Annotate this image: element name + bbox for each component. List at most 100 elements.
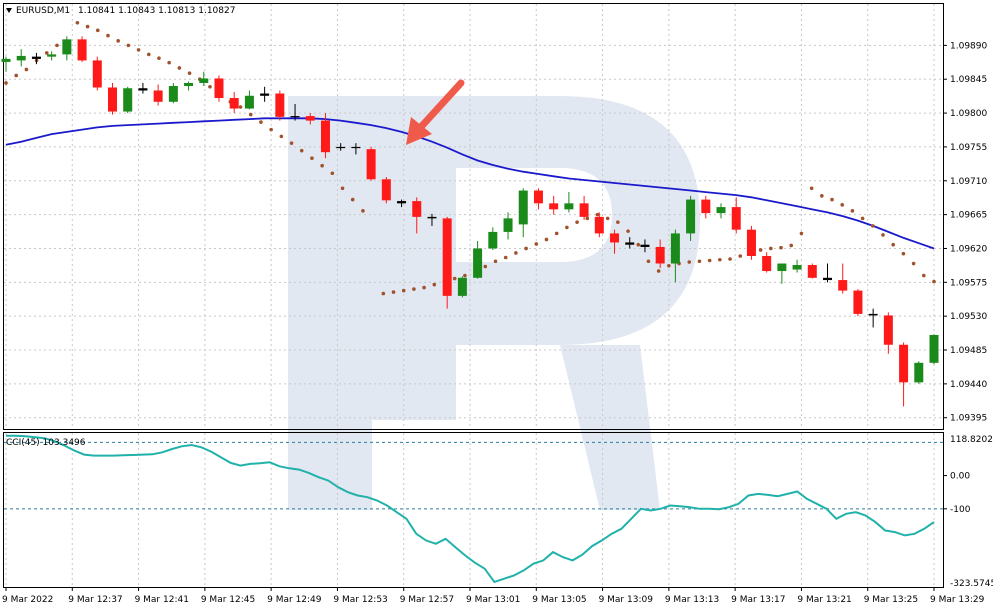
- sar-dot: [289, 141, 294, 145]
- time-tick-label: 9 Mar 12:57: [400, 595, 454, 605]
- price-tick-label: 1.09575: [950, 278, 987, 288]
- sar-dot: [44, 51, 49, 55]
- candle-body: [62, 39, 72, 55]
- sar-dot: [595, 212, 600, 217]
- time-tick-label: 9 Mar 13:25: [864, 595, 918, 605]
- candle-body: [184, 82, 194, 86]
- sar-dot: [544, 237, 549, 242]
- candle-body: [488, 231, 498, 249]
- time-tick-label: 9 Mar 13:01: [466, 595, 520, 605]
- candle-body: [412, 201, 422, 217]
- candle-body: [275, 93, 285, 117]
- price-tick-label: 1.09665: [950, 211, 987, 221]
- dropdown-triangle-icon[interactable]: [6, 8, 12, 13]
- sar-dot: [106, 33, 110, 38]
- price-tick-label: 1.09890: [950, 41, 987, 51]
- sar-dot: [524, 246, 528, 251]
- sar-dot: [279, 134, 284, 139]
- sar-dot: [452, 276, 457, 281]
- sar-dot: [585, 216, 590, 221]
- sar-dot: [514, 251, 518, 255]
- time-tick-label: 9 Mar 12:41: [135, 595, 189, 605]
- sar-dot: [636, 242, 641, 247]
- candle-body: [92, 60, 102, 88]
- sar-dot: [850, 209, 855, 213]
- grid: [4, 4, 943, 587]
- sar-dot: [820, 194, 824, 198]
- sar-dot: [136, 48, 141, 52]
- candle-body: [47, 54, 57, 57]
- sar-dot: [575, 220, 579, 224]
- sar-dot: [779, 245, 783, 250]
- cci-line: [4, 434, 943, 584]
- candle-body: [731, 207, 741, 230]
- price-tick-label: 1.09800: [950, 109, 987, 119]
- candle-body: [153, 90, 163, 102]
- price-tick-label: 1.09530: [950, 312, 987, 322]
- candle-body: [199, 78, 209, 83]
- price-tick-label: 1.09395: [950, 414, 987, 424]
- cci-tick-label: -100: [950, 505, 971, 515]
- sar-dot: [248, 112, 253, 117]
- sar-dot: [412, 287, 416, 291]
- candle-body: [868, 313, 878, 316]
- sar-dot: [860, 216, 865, 221]
- sar-dot: [116, 39, 120, 43]
- candle-body: [123, 88, 133, 112]
- candle-body: [701, 199, 711, 214]
- sar-dot: [177, 66, 182, 70]
- indicator-panel-frame: [3, 432, 944, 588]
- sar-dot: [146, 52, 151, 57]
- sar-dot: [422, 285, 426, 290]
- candle-body: [929, 334, 939, 363]
- candle-body: [564, 203, 574, 210]
- sar-dot: [381, 291, 386, 296]
- price-tick-label: 1.09620: [950, 244, 987, 254]
- price-tick-label: 1.09755: [950, 143, 987, 153]
- price-tick-label: 1.09845: [950, 75, 987, 85]
- cci-max-label: 118.8202: [950, 435, 993, 445]
- sar-dot: [789, 243, 794, 248]
- sar-dot: [901, 251, 906, 256]
- sar-dot: [340, 186, 345, 191]
- candle-body: [549, 203, 559, 210]
- sar-dot: [718, 257, 722, 262]
- sar-dot: [483, 264, 488, 269]
- time-tick-label: 9 Mar 12:45: [201, 595, 255, 605]
- sar-dot: [616, 220, 620, 224]
- time-tick-label: 9 Mar 12:37: [68, 595, 122, 605]
- sar-dot: [911, 261, 916, 266]
- candle-body: [883, 315, 893, 345]
- sar-dot: [463, 273, 467, 278]
- sar-dot: [95, 28, 100, 33]
- sar-dot: [626, 229, 630, 233]
- ohlc-values: 1.10841 1.10843 1.10813 1.10827: [78, 6, 235, 16]
- cci-min-label: -323.5745: [950, 579, 993, 589]
- candle-body: [640, 244, 650, 247]
- sar-dot: [4, 81, 8, 85]
- candle-body: [229, 98, 239, 109]
- candle-body: [473, 248, 483, 278]
- candle-body: [31, 56, 41, 59]
- sar-dot: [75, 21, 80, 25]
- candle-body: [107, 87, 117, 112]
- candle-body: [381, 179, 391, 201]
- candle-body: [579, 203, 589, 217]
- candle-body: [655, 246, 665, 264]
- sar-dot: [432, 282, 437, 287]
- time-tick-label: 9 Mar 13:17: [731, 595, 785, 605]
- candle-body: [442, 218, 452, 296]
- sar-dot: [534, 242, 539, 246]
- time-tick-label: 9 Mar 12:53: [333, 595, 387, 605]
- time-tick-label: 9 Mar 13:13: [665, 595, 719, 605]
- candle-body: [260, 93, 270, 96]
- sar-dot: [401, 288, 406, 293]
- candle-body: [807, 265, 817, 278]
- candle-body: [518, 190, 528, 225]
- sar-dot: [320, 163, 324, 168]
- candle-body: [290, 116, 300, 118]
- sar-dot: [157, 56, 161, 60]
- arrow-annotation: [406, 79, 465, 145]
- sar-dot: [208, 84, 212, 89]
